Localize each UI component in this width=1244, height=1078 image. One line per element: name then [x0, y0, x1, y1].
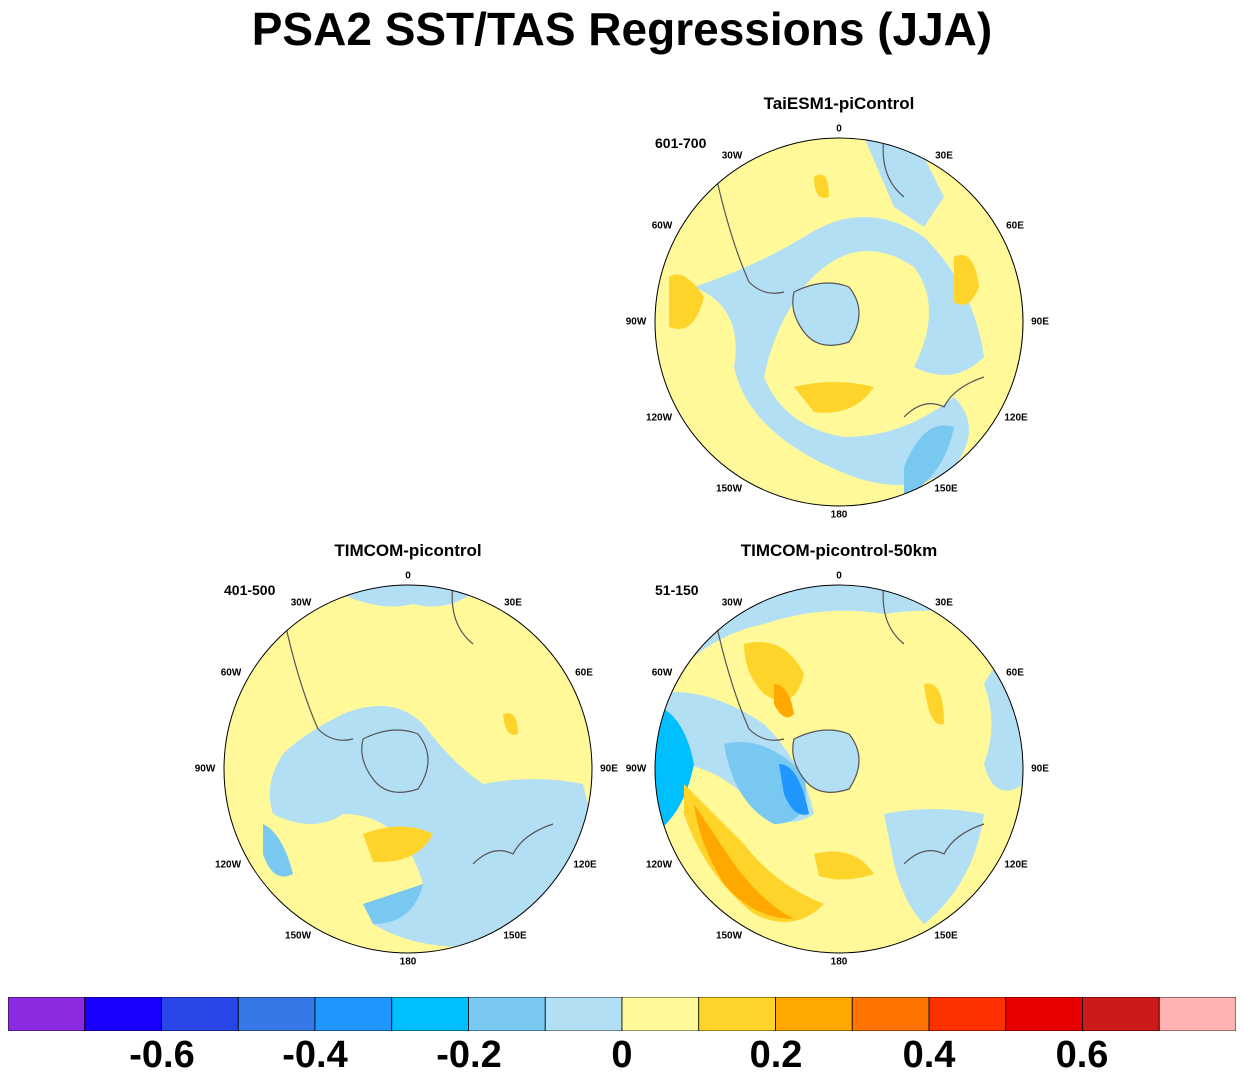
colorbar-tick-label: 0.4: [902, 1034, 956, 1076]
colorbar-swatch: [1158, 997, 1236, 1031]
period-label-taiesm1: 601-700: [655, 135, 707, 151]
lon-label: 60W: [651, 667, 673, 679]
colorbar-swatch: [851, 997, 930, 1031]
colorbar-swatch: [1082, 997, 1160, 1031]
lon-label: 150W: [284, 930, 312, 942]
lon-label: 0: [836, 570, 842, 582]
lon-label: 90E: [1031, 316, 1049, 328]
lon-label: 120E: [1004, 859, 1028, 871]
lon-label: 60E: [1006, 667, 1024, 679]
colorbar-tick-label: -0.4: [282, 1034, 348, 1076]
colorbar-swatch: [84, 997, 162, 1031]
lon-label: 180: [830, 509, 848, 521]
colorbar-tick-label: 0: [611, 1034, 633, 1076]
lon-label: 60W: [220, 667, 242, 679]
colorbar-tick-label: 0.2: [749, 1034, 803, 1076]
colorbar-swatch: [237, 997, 316, 1031]
lon-label: 180: [830, 956, 848, 968]
colorbar-swatch: [775, 997, 853, 1031]
colorbar-swatch: [391, 997, 469, 1031]
lon-label: 60E: [575, 667, 593, 679]
lon-label: 120E: [1004, 412, 1028, 424]
colorbar-swatch: [314, 997, 393, 1031]
colorbar-swatch: [698, 997, 776, 1031]
lon-label: 30W: [721, 150, 743, 162]
lon-label: 60E: [1006, 220, 1024, 232]
lon-label: 120W: [645, 859, 673, 871]
lon-label: 90W: [625, 763, 647, 775]
lon-label: 90W: [625, 316, 647, 328]
colorbar-swatch: [161, 997, 239, 1031]
lon-label: 150E: [934, 483, 958, 495]
colorbar-tick-label: 0.6: [1055, 1034, 1109, 1076]
lon-label: 120W: [214, 859, 242, 871]
panel-title-timcom: TIMCOM-picontrol: [334, 541, 482, 560]
lon-label: 0: [836, 123, 842, 135]
lon-label: 90E: [1031, 763, 1049, 775]
lon-label: 30E: [935, 150, 953, 162]
lon-label: 90W: [194, 763, 216, 775]
polar-map-timcom: [223, 584, 593, 954]
panel-title-timcom-50km: TIMCOM-picontrol-50km: [740, 541, 938, 560]
colorbar-swatch: [8, 997, 86, 1031]
figure-title: PSA2 SST/TAS Regressions (JJA): [251, 3, 993, 55]
polar-map-timcom-50km: [654, 584, 1024, 954]
lon-label: 30E: [504, 597, 522, 609]
colorbar-swatch: [544, 997, 623, 1031]
lon-label: 150E: [503, 930, 527, 942]
colorbar-swatch: [928, 997, 1007, 1031]
lon-label: 150W: [715, 930, 743, 942]
colorbar: [8, 997, 1236, 1031]
lon-label: 120W: [645, 412, 673, 424]
colorbar-swatch: [621, 997, 700, 1031]
lon-label: 120E: [573, 859, 597, 871]
lon-label: 30E: [935, 597, 953, 609]
lon-label: 150W: [715, 483, 743, 495]
panel-title-taiesm1: TaiESM1-piControl: [763, 94, 915, 113]
lon-label: 30W: [290, 597, 312, 609]
colorbar-swatch: [1005, 997, 1083, 1031]
lon-label: 90E: [600, 763, 618, 775]
colorbar-tick-label: -0.6: [129, 1034, 195, 1076]
period-label-timcom-50km: 51-150: [655, 582, 699, 598]
lon-label: 180: [399, 956, 417, 968]
colorbar-tick-label: -0.2: [436, 1034, 502, 1076]
lon-label: 30W: [721, 597, 743, 609]
period-label-timcom: 401-500: [224, 582, 276, 598]
colorbar-swatch: [468, 997, 546, 1031]
lon-label: 0: [405, 570, 411, 582]
lon-label: 60W: [651, 220, 673, 232]
lon-label: 150E: [934, 930, 958, 942]
polar-map-taiesm1: [654, 137, 1024, 507]
